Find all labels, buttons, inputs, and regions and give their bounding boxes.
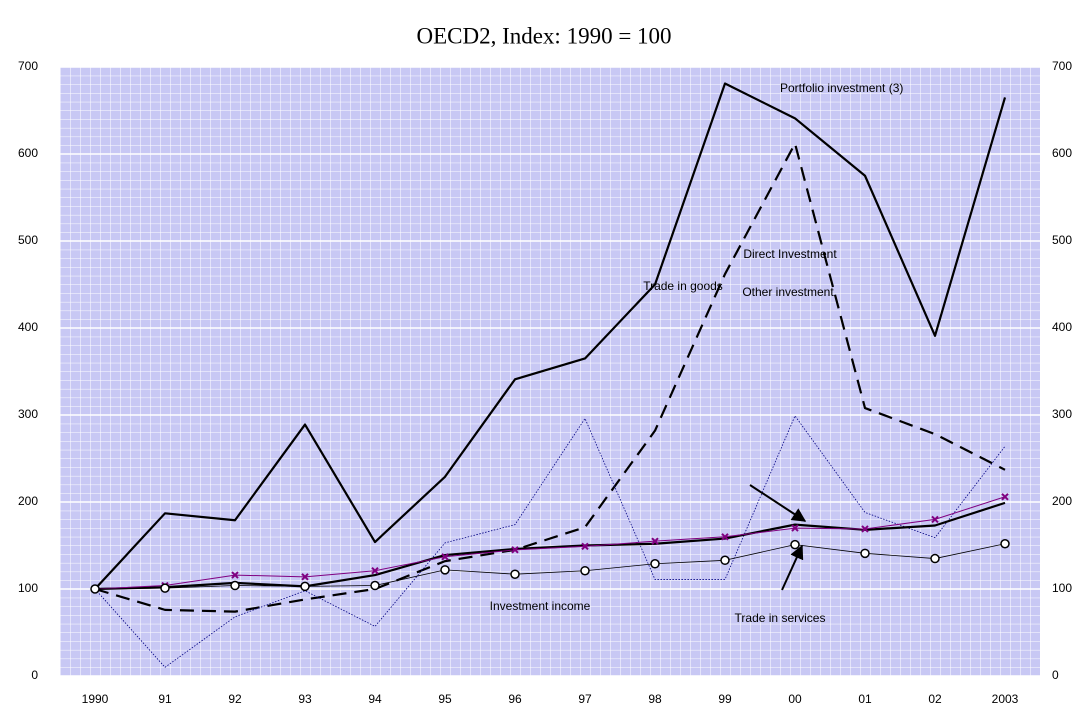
x-tick-label: 00	[788, 692, 802, 706]
point-marker	[860, 548, 870, 559]
y-tick-label: 300	[18, 407, 38, 421]
series-label: Trade in goods	[643, 279, 723, 293]
series-label: Investment income	[490, 599, 591, 613]
point-marker	[650, 559, 660, 569]
point-marker	[931, 515, 939, 524]
point-marker	[230, 580, 240, 591]
point-marker	[90, 584, 100, 594]
point-marker	[300, 581, 310, 592]
point-marker	[1000, 539, 1010, 549]
x-tick-label: 02	[928, 692, 942, 706]
point-marker	[580, 565, 590, 576]
x-tick-label: 96	[508, 692, 522, 706]
point-marker	[581, 542, 589, 551]
point-marker	[791, 524, 799, 532]
series-line	[94, 496, 1006, 590]
x-tick-label: 99	[718, 692, 732, 706]
chart-title: OECD2, Index: 1990 = 100	[416, 23, 671, 48]
y-tick-label: 200	[18, 494, 38, 508]
point-marker	[440, 565, 450, 575]
point-marker	[651, 537, 659, 545]
point-marker	[720, 555, 730, 566]
point-marker	[441, 553, 449, 561]
x-tick-label: 1990	[82, 692, 109, 706]
y-tick-label: 600	[18, 146, 38, 160]
point-marker	[371, 567, 379, 575]
point-marker	[160, 583, 170, 593]
y2-tick-label: 500	[1052, 233, 1072, 247]
x-tick-label: 95	[438, 692, 452, 706]
series-line	[94, 415, 1006, 668]
y-tick-label: 700	[18, 59, 38, 73]
y2-tick-label: 700	[1052, 59, 1072, 73]
y2-tick-label: 600	[1052, 146, 1072, 160]
y2-tick-label: 200	[1052, 494, 1072, 508]
point-marker	[511, 546, 519, 554]
y2-tick-label: 0	[1052, 668, 1059, 682]
x-tick-label: 91	[158, 692, 172, 706]
y-tick-label: 100	[18, 581, 38, 595]
series-line	[94, 82, 1007, 590]
x-tick-label: 93	[298, 692, 312, 706]
point-marker	[510, 569, 520, 579]
series-label: Other investment	[742, 285, 834, 299]
point-marker	[930, 553, 940, 564]
y2-tick-label: 400	[1052, 320, 1072, 334]
y-tick-label: 400	[18, 320, 38, 334]
series-line	[94, 543, 1006, 590]
x-tick-label: 92	[228, 692, 242, 706]
annotation-arrow	[781, 544, 804, 591]
series-label: Portfolio investment (3)	[780, 81, 903, 95]
x-tick-label: 98	[648, 692, 662, 706]
point-marker	[301, 573, 309, 581]
y-tick-label: 500	[18, 233, 38, 247]
y2-tick-label: 300	[1052, 407, 1072, 421]
y2-tick-label: 100	[1052, 581, 1072, 595]
series-line	[94, 142, 1006, 613]
annotation-arrow	[749, 484, 807, 522]
point-marker	[370, 580, 380, 591]
x-tick-label: 94	[368, 692, 382, 706]
series-label: Trade in services	[735, 611, 826, 625]
y-tick-label: 0	[31, 668, 38, 682]
x-tick-label: 2003	[992, 692, 1019, 706]
point-marker	[231, 571, 239, 579]
x-tick-label: 01	[858, 692, 872, 706]
point-marker	[790, 539, 800, 550]
plot-area	[60, 67, 1040, 676]
x-tick-label: 97	[578, 692, 592, 706]
point-marker	[1001, 493, 1009, 501]
series-label: Direct Investment	[743, 247, 837, 261]
point-marker	[861, 525, 869, 533]
point-marker	[721, 533, 729, 541]
